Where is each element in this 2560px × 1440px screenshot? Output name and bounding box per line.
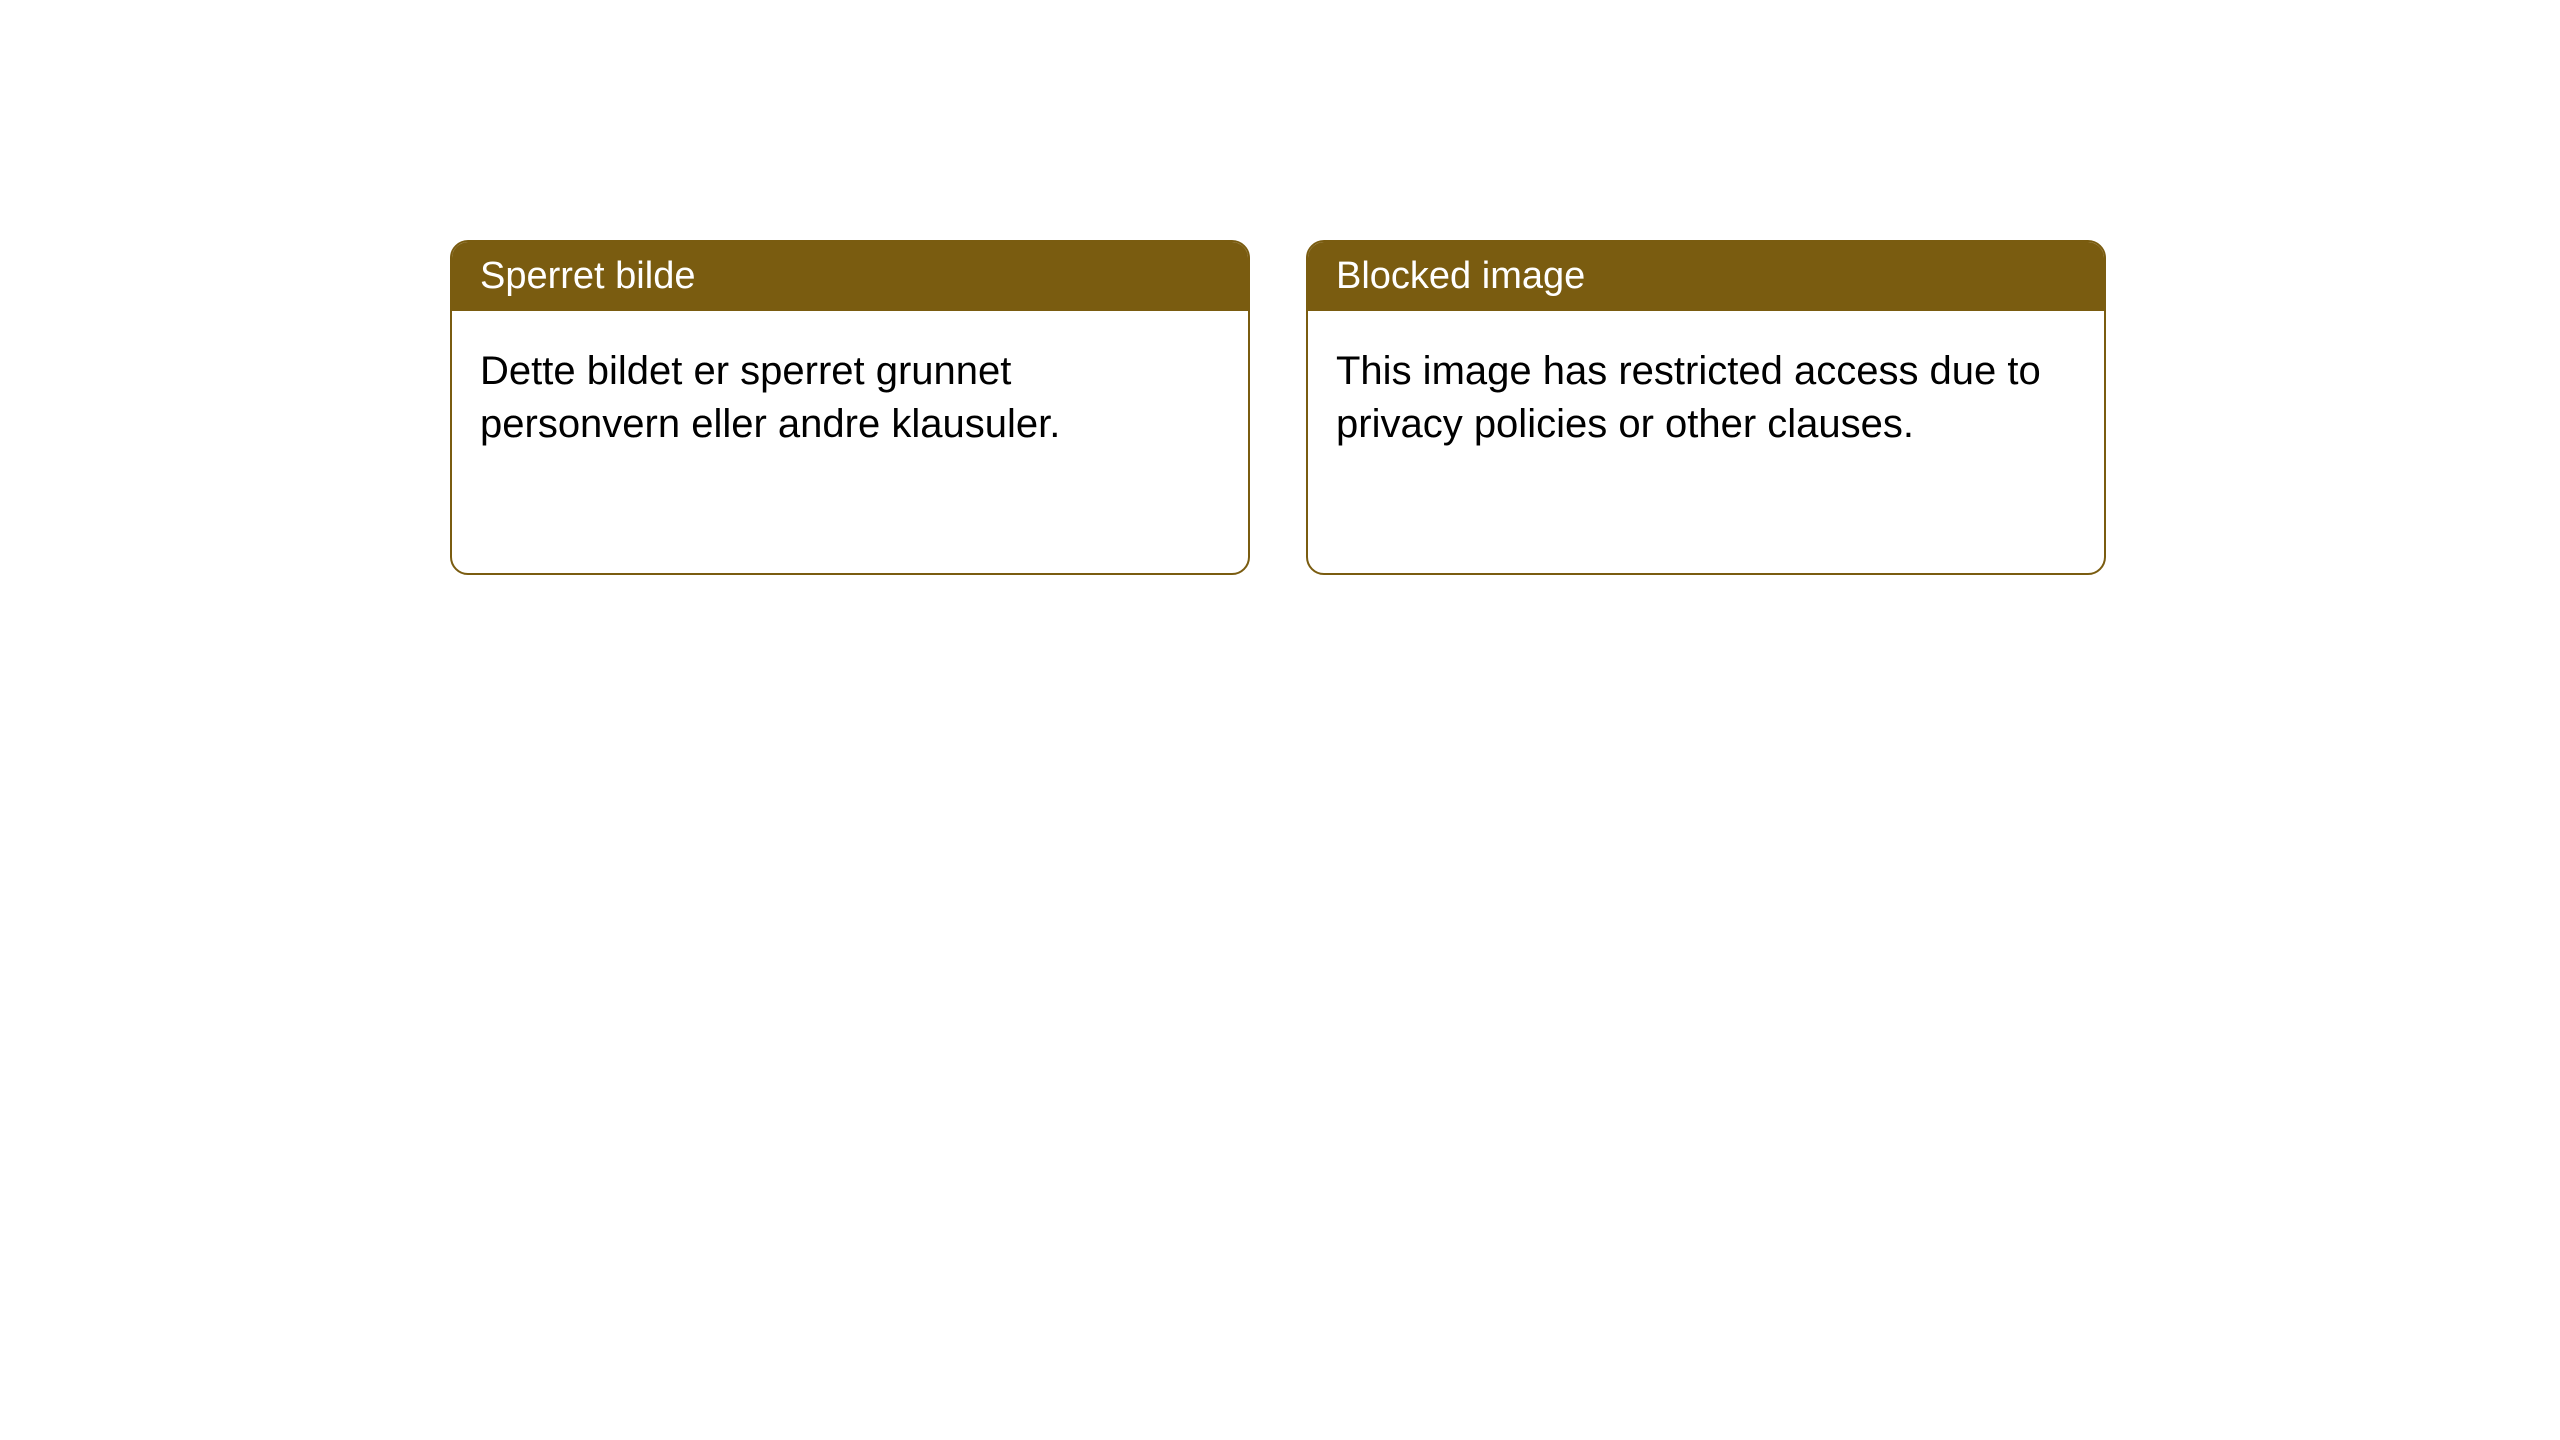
card-title-no: Sperret bilde: [480, 255, 695, 297]
cards-container: Sperret bilde Dette bildet er sperret gr…: [0, 0, 2560, 575]
card-header-no: Sperret bilde: [452, 242, 1248, 311]
blocked-image-card-no: Sperret bilde Dette bildet er sperret gr…: [450, 240, 1250, 575]
card-body-en: This image has restricted access due to …: [1308, 311, 2104, 485]
card-title-en: Blocked image: [1336, 255, 1585, 297]
card-body-text-en: This image has restricted access due to …: [1336, 349, 2041, 446]
card-body-no: Dette bildet er sperret grunnet personve…: [452, 311, 1248, 485]
card-header-en: Blocked image: [1308, 242, 2104, 311]
card-body-text-no: Dette bildet er sperret grunnet personve…: [480, 349, 1060, 446]
blocked-image-card-en: Blocked image This image has restricted …: [1306, 240, 2106, 575]
